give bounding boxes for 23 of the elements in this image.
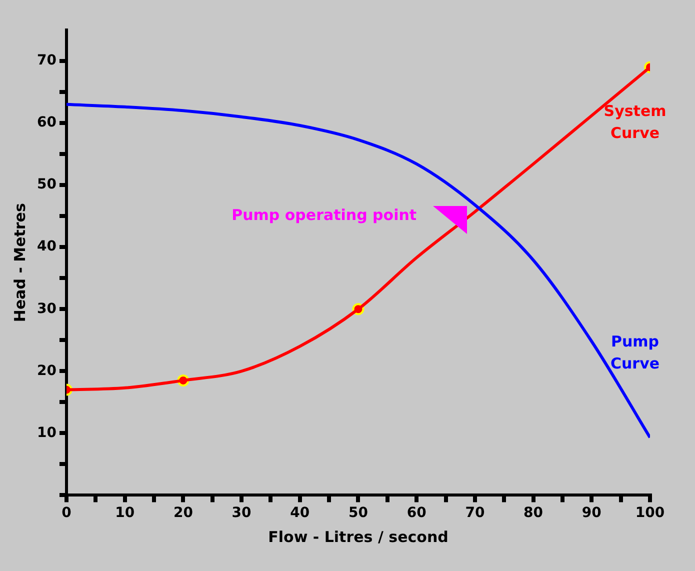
y-tick-label: 30: [37, 300, 57, 317]
annotation: Pump operating point: [232, 206, 417, 224]
y-tick-label: 70: [37, 52, 57, 69]
x-tick-label: 0: [62, 505, 72, 522]
y-axis-title: Head - Metres: [10, 203, 29, 322]
x-tick-label: 80: [524, 505, 544, 522]
x-tick-label: 60: [406, 505, 427, 522]
series-label: System Curve: [604, 102, 666, 142]
x-tick-label: 100: [635, 505, 665, 522]
y-tick-label: 10: [37, 424, 57, 441]
y-tick-label: 50: [37, 176, 57, 193]
x-tick-label: 70: [465, 505, 485, 522]
y-tick-label: 60: [37, 114, 57, 131]
x-tick-label: 90: [582, 505, 602, 522]
x-tick-label: 20: [173, 505, 194, 522]
x-axis-title: Flow - Litres / second: [268, 528, 448, 546]
y-tick-label: 20: [37, 362, 57, 379]
x-tick-label: 30: [232, 505, 252, 522]
x-tick-label: 50: [348, 505, 368, 522]
series-label: Pump Curve: [610, 332, 660, 372]
x-tick-label: 40: [290, 505, 310, 522]
x-tick-label: 10: [115, 505, 135, 522]
y-tick-label: 40: [37, 238, 57, 255]
